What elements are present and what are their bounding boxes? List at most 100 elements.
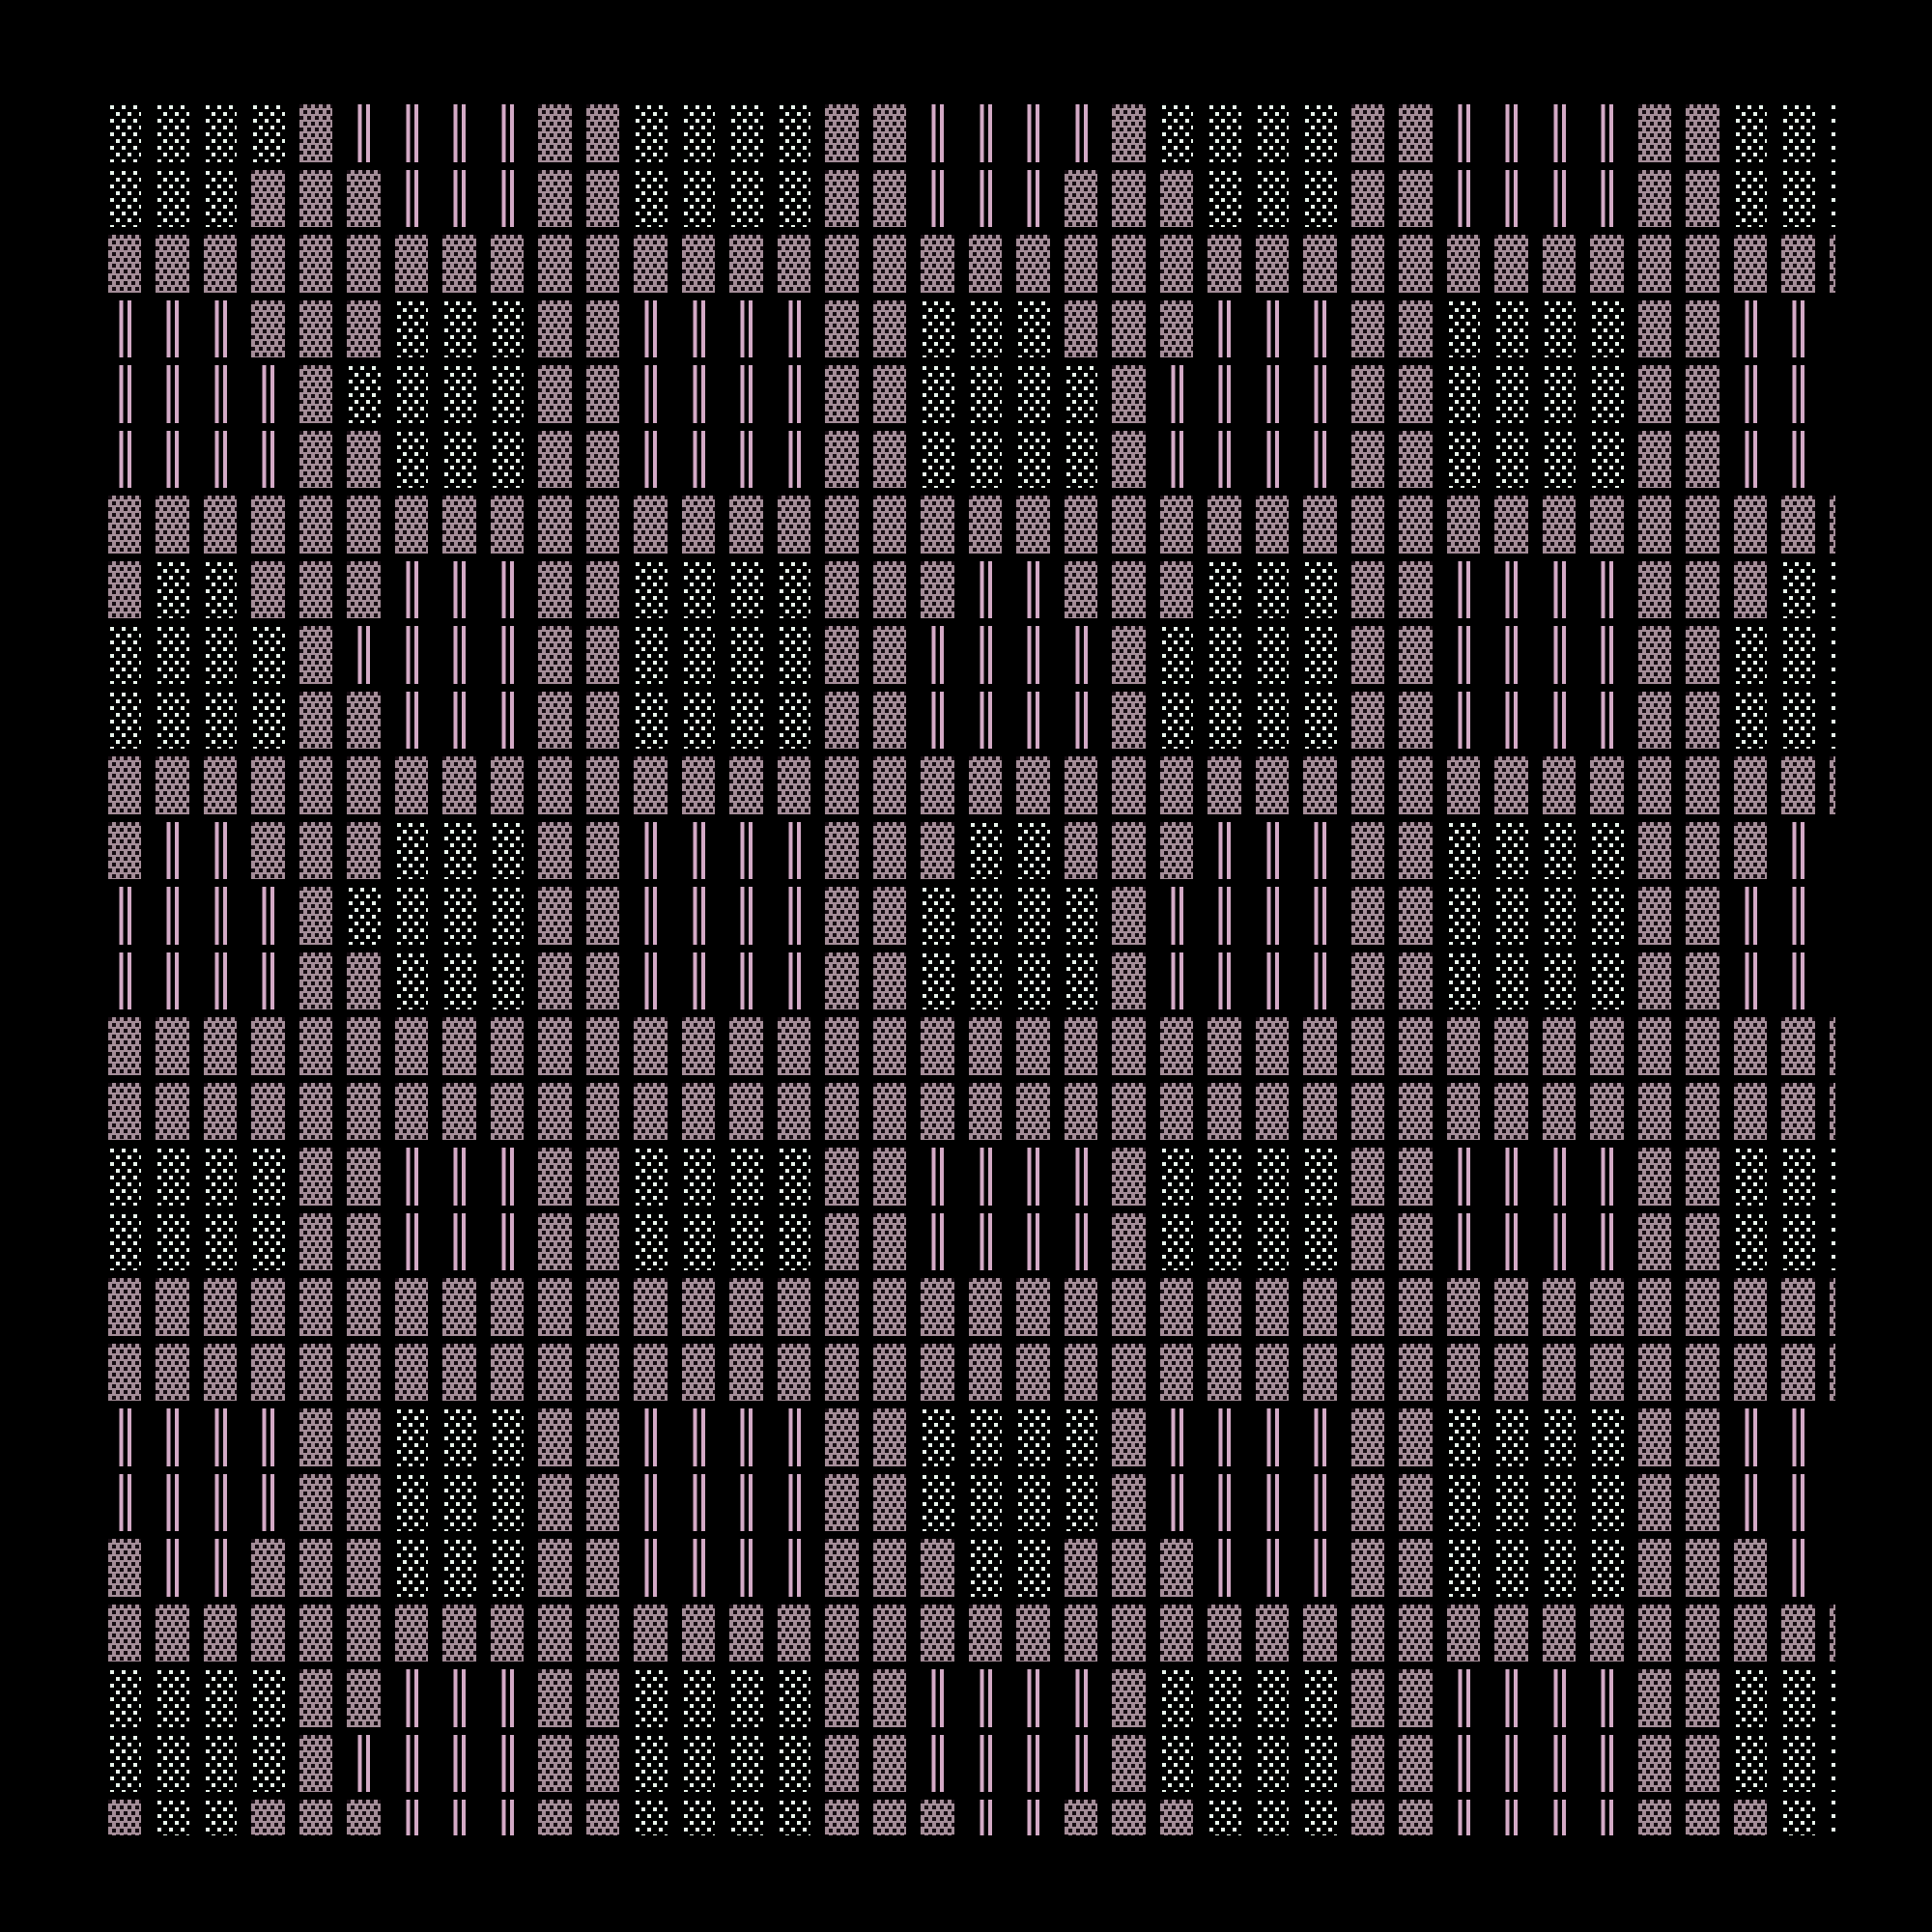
dense-weave-cell: [1064, 1800, 1097, 1835]
dense-weave-cell: [538, 365, 572, 423]
double-bar-cell: [1303, 1408, 1337, 1466]
dense-weave-cell: [1494, 1604, 1528, 1662]
double-bar-cell: [1064, 104, 1097, 162]
dense-weave-cell: [1590, 1082, 1624, 1140]
dense-weave-cell: [1350, 821, 1384, 879]
sparse-dot-cell: [1016, 299, 1050, 357]
sparse-dot-cell: [1542, 299, 1576, 357]
sparse-dot-cell: [1590, 1539, 1624, 1597]
dense-weave-cell: [1637, 1212, 1671, 1270]
double-bar-cell: [490, 104, 524, 162]
double-bar-cell: [1781, 887, 1815, 945]
sparse-dot-cell: [490, 1408, 524, 1466]
double-bar-cell: [1303, 1473, 1337, 1531]
sparse-dot-cell: [442, 1473, 476, 1531]
dense-weave-cell: [1112, 235, 1146, 293]
double-bar-cell: [1542, 104, 1576, 162]
sparse-dot-cell: [1494, 430, 1528, 488]
dense-weave-cell: [298, 1082, 332, 1140]
sparse-dot-cell: [156, 169, 189, 227]
dense-weave-cell: [298, 560, 332, 618]
sparse-dot-cell: [1255, 691, 1289, 749]
dense-weave-cell: [1733, 560, 1767, 618]
dense-weave-cell: [921, 1082, 954, 1140]
dense-weave-cell: [872, 821, 906, 879]
double-bar-cell: [777, 887, 810, 945]
double-bar-cell: [442, 1800, 476, 1835]
double-bar-cell: [394, 104, 428, 162]
double-bar-cell: [490, 691, 524, 749]
dense-weave-cell: [1159, 169, 1193, 227]
dense-weave-cell: [872, 1408, 906, 1466]
dense-weave-cell: [1637, 626, 1671, 684]
sparse-dot-cell: [921, 365, 954, 423]
dense-weave-cell: [1637, 756, 1671, 814]
dense-weave-cell: [681, 496, 715, 554]
sparse-dot-cell: [107, 1148, 141, 1206]
sparse-dot-cell: [1781, 169, 1815, 227]
dense-weave-cell: [1112, 1278, 1146, 1336]
sparse-dot-cell: [1208, 1669, 1241, 1727]
double-bar-cell: [729, 1473, 763, 1531]
dense-weave-cell: [1781, 1343, 1815, 1401]
double-bar-cell: [1446, 169, 1480, 227]
dense-weave-cell: [1686, 560, 1719, 618]
double-bar-cell: [1829, 430, 1835, 488]
dense-weave-cell: [872, 1800, 906, 1835]
dense-weave-cell: [1686, 496, 1719, 554]
dense-weave-cell: [585, 1604, 619, 1662]
dense-weave-cell: [872, 626, 906, 684]
dense-weave-cell: [1399, 1800, 1433, 1835]
dense-weave-cell: [1399, 1408, 1433, 1466]
dense-weave-cell: [1446, 1278, 1480, 1336]
sparse-dot-cell: [156, 104, 189, 162]
dense-weave-cell: [1637, 1343, 1671, 1401]
dense-weave-cell: [394, 756, 428, 814]
dense-weave-cell: [1350, 365, 1384, 423]
double-bar-cell: [681, 952, 715, 1009]
double-bar-cell: [203, 1473, 237, 1531]
dense-weave-cell: [538, 169, 572, 227]
dense-weave-cell: [1399, 560, 1433, 618]
double-bar-cell: [1494, 1148, 1528, 1206]
dense-weave-cell: [1590, 496, 1624, 554]
double-bar-cell: [968, 560, 1002, 618]
dense-weave-cell: [156, 1082, 189, 1140]
dense-weave-cell: [1064, 1604, 1097, 1662]
dense-weave-cell: [1781, 1604, 1815, 1662]
sparse-dot-cell: [156, 1148, 189, 1206]
sparse-dot-cell: [1446, 299, 1480, 357]
dense-weave-cell: [825, 1343, 859, 1401]
double-bar-cell: [1446, 1212, 1480, 1270]
dense-weave-cell: [251, 1278, 285, 1336]
double-bar-cell: [921, 1734, 954, 1792]
sparse-dot-cell: [107, 1212, 141, 1270]
double-bar-cell: [1159, 365, 1193, 423]
dense-weave-cell: [634, 496, 668, 554]
sparse-dot-cell: [156, 1734, 189, 1792]
sparse-dot-cell: [394, 365, 428, 423]
dense-weave-cell: [538, 1734, 572, 1792]
dense-weave-cell: [729, 1278, 763, 1336]
dense-weave-cell: [1399, 1082, 1433, 1140]
dense-weave-cell: [1829, 1604, 1835, 1662]
double-bar-cell: [1542, 626, 1576, 684]
dense-weave-cell: [1208, 235, 1241, 293]
double-bar-cell: [107, 887, 141, 945]
dense-weave-cell: [1829, 1082, 1835, 1140]
dense-weave-cell: [1686, 1343, 1719, 1401]
dense-weave-cell: [1446, 1604, 1480, 1662]
dense-weave-cell: [1686, 1212, 1719, 1270]
dense-weave-cell: [1303, 235, 1337, 293]
dense-weave-cell: [1542, 1343, 1576, 1401]
dense-weave-cell: [107, 1604, 141, 1662]
dense-weave-cell: [1637, 1800, 1671, 1835]
dense-weave-cell: [490, 1604, 524, 1662]
double-bar-cell: [968, 1734, 1002, 1792]
dense-weave-cell: [298, 104, 332, 162]
dense-weave-cell: [585, 1800, 619, 1835]
dense-weave-cell: [968, 756, 1002, 814]
sparse-dot-cell: [1016, 952, 1050, 1009]
dense-weave-cell: [347, 235, 381, 293]
dense-weave-cell: [1686, 887, 1719, 945]
